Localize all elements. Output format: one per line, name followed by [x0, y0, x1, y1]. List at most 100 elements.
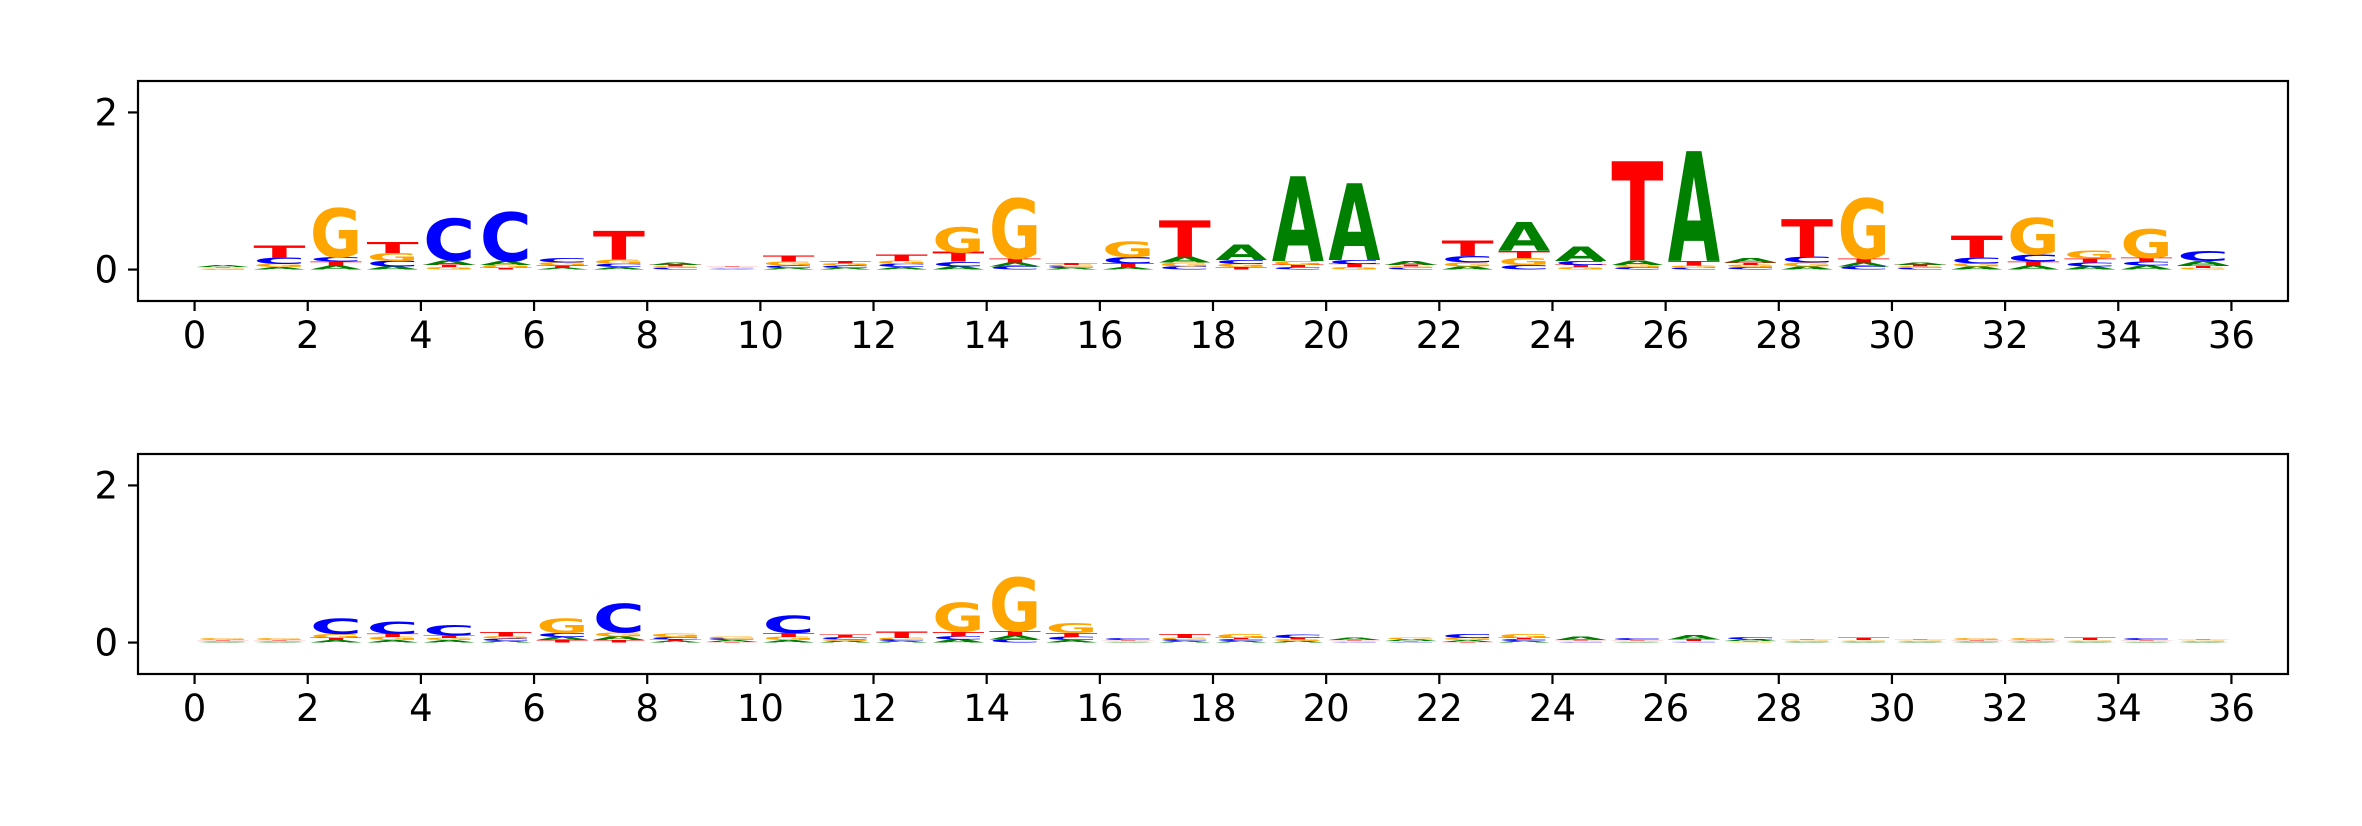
logo-letter-G: G	[649, 633, 701, 638]
logo-letter-A: A	[1668, 634, 1720, 641]
logo-letter-A: A	[1215, 240, 1268, 265]
logo-letter-A: A	[1046, 268, 1098, 270]
logo-letter-A: A	[1611, 259, 1663, 266]
logo-letter-C: C	[593, 597, 645, 642]
logo-letter-C: C	[1894, 641, 1946, 642]
logo-letter-T: T	[197, 640, 249, 641]
x-tick-label: 26	[1642, 314, 1689, 357]
logo-letter-C: C	[423, 623, 475, 639]
logo-letter-T: T	[2121, 640, 2173, 641]
logo-letter-G: G	[1102, 237, 1154, 262]
logo-letter-C: C	[1102, 255, 1154, 265]
logo-letter-C: C	[423, 208, 475, 274]
x-tick-label: 32	[1982, 314, 2029, 357]
x-tick-label: 6	[522, 687, 546, 730]
logo-panel-bottom: ACTGACTGATGCAGTCAGTCACGTTACGTAGCATCGTACG…	[94, 452, 2290, 730]
x-tick-label: 22	[1416, 314, 1463, 357]
logo-letter-T: T	[2177, 265, 2229, 269]
logo-letter-C: C	[1555, 260, 1607, 266]
logo-letter-G: G	[763, 636, 815, 641]
logo-letter-G: G	[1385, 637, 1437, 640]
logo-letter-C: C	[1498, 639, 1550, 642]
logo-letter-A: A	[1668, 121, 1720, 297]
logo-letter-G: G	[1328, 267, 1380, 271]
logo-letter-T: T	[423, 264, 475, 268]
logo-letter-C: C	[1442, 254, 1494, 264]
logo-letter-C: C	[876, 263, 928, 268]
x-tick-label: 22	[1416, 687, 1463, 730]
logo-letter-G: G	[819, 263, 871, 267]
logo-letter-G: G	[1272, 639, 1324, 642]
logo-letter-T: T	[763, 255, 815, 264]
logo-letter-T: T	[1951, 640, 2003, 641]
logo-letter-G: G	[536, 262, 588, 267]
logo-letter-A: A	[1215, 641, 1267, 643]
logo-letter-C: C	[367, 259, 419, 268]
x-tick-label: 10	[737, 687, 784, 730]
logo-letter-G: G	[1555, 267, 1607, 271]
logo-letter-A: A	[1894, 262, 1946, 266]
logo-letter-G: G	[480, 264, 532, 269]
logo-letter-C: C	[1159, 266, 1211, 271]
logo-letter-C: C	[989, 639, 1041, 644]
x-tick-label: 30	[1868, 687, 1915, 730]
logo-letter-G: G	[932, 221, 984, 261]
logo-letter-G: G	[1385, 266, 1437, 269]
logo-letter-A: A	[593, 635, 645, 641]
logo-letter-G: G	[1046, 621, 1098, 636]
logo-letter-C: C	[310, 614, 362, 639]
logo-letter-G: G	[1724, 264, 1776, 268]
x-tick-label: 28	[1755, 314, 1802, 357]
x-tick-label: 24	[1529, 314, 1576, 357]
logo-letter-C: C	[1498, 264, 1550, 272]
x-tick-label: 2	[296, 687, 320, 730]
logo-letter-A: A	[1781, 266, 1833, 271]
logo-letter-A: A	[1724, 639, 1776, 641]
logo-letter-T: T	[1894, 264, 1946, 267]
logo-letter-G: G	[1498, 633, 1550, 639]
logo-letter-A: A	[1781, 642, 1833, 643]
logo-letter-C: C	[1838, 641, 1890, 642]
y-tick-label: 2	[94, 91, 118, 134]
logo-letter-A: A	[1159, 641, 1211, 643]
logo-letter-T: T	[1555, 640, 1607, 641]
logo-letter-T: T	[593, 640, 645, 644]
logo-letter-C: C	[1385, 642, 1437, 643]
y-tick-label: 0	[94, 249, 118, 292]
logo-letter-C: C	[2064, 261, 2116, 267]
x-tick-label: 16	[1076, 314, 1123, 357]
x-tick-label: 8	[635, 687, 659, 730]
logo-letter-T: T	[1951, 230, 2004, 265]
logo-letter-C: C	[1951, 641, 2003, 642]
logo-letter-T: T	[1385, 641, 1437, 642]
logo-letter-A: A	[1442, 266, 1494, 271]
logo-letter-C: C	[1894, 268, 1946, 271]
logo-letter-T: T	[1498, 249, 1550, 260]
logo-letter-C: C	[1668, 642, 1720, 643]
logo-letter-A: A	[310, 265, 362, 271]
logo-letter-C: C	[310, 256, 362, 264]
logo-letter-A: A	[1442, 640, 1494, 642]
logo-letter-C: C	[2177, 641, 2229, 642]
logo-letter-C: C	[367, 618, 419, 638]
logo-letter-C: C	[1781, 641, 1833, 642]
logo-letter-T: T	[1102, 262, 1154, 268]
y-axis: 02	[94, 464, 138, 665]
logo-letter-C: C	[536, 256, 588, 264]
logo-letter-G: G	[1272, 260, 1324, 266]
x-tick-label: 30	[1868, 314, 1915, 357]
logo-letter-C: C	[1951, 256, 2003, 265]
logo-letter-T: T	[2064, 258, 2116, 264]
logo-letter-C: C	[649, 268, 701, 271]
logo-letter-G: G	[2121, 641, 2173, 642]
x-tick-label: 4	[409, 314, 433, 357]
logo-letter-G: G	[1442, 261, 1494, 267]
logo-letter-C: C	[1555, 642, 1607, 643]
logo-letter-C: C	[197, 641, 249, 642]
logo-letter-A: A	[1555, 243, 1608, 266]
logo-letter-A: A	[367, 266, 419, 271]
logo-letter-T: T	[1102, 640, 1154, 641]
logo-letter-A: A	[2007, 265, 2059, 271]
logo-letter-A: A	[989, 262, 1041, 268]
logo-letter-C: C	[2007, 641, 2059, 642]
